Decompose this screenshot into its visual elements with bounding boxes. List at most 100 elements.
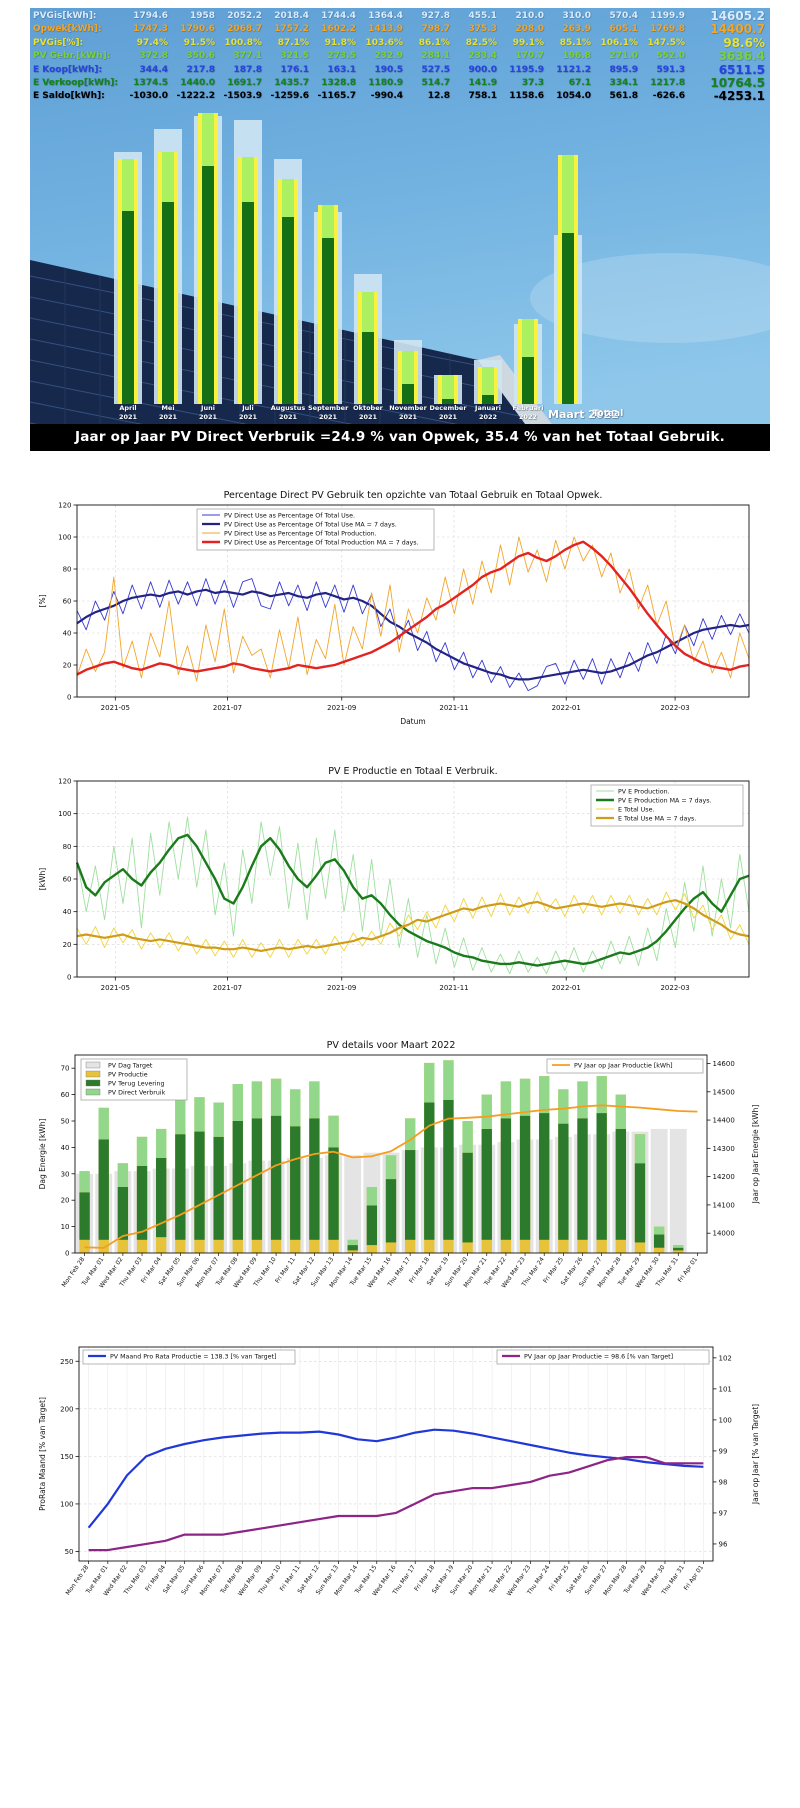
month-bar-group xyxy=(348,104,388,404)
y2-tick-label: 101 xyxy=(719,1385,732,1393)
terug-bar xyxy=(117,1187,129,1240)
terug-bar xyxy=(290,1126,301,1240)
y2-tick-label: 100 xyxy=(719,1416,732,1424)
y-tick-label: 60 xyxy=(63,598,72,606)
month-label: Oktober 2021 xyxy=(353,404,383,421)
summary-cell: -1259.6 xyxy=(270,91,309,102)
x-tick-label: 2021-11 xyxy=(439,984,468,992)
summary-cell: 271.0 xyxy=(609,51,638,62)
direct-bar xyxy=(558,1089,569,1124)
summary-cell: 455.1 xyxy=(468,11,497,21)
direct-bar xyxy=(500,1081,512,1119)
y-tick-label: 10 xyxy=(61,1223,70,1231)
y-tick-label: 100 xyxy=(58,810,71,818)
terug-bar xyxy=(558,1123,569,1240)
verkoop-bar xyxy=(322,238,334,404)
summary-cell: 190.5 xyxy=(374,64,403,75)
verkoop-bar xyxy=(162,201,174,404)
month-bar-group xyxy=(188,104,228,404)
month-label: April 2021 xyxy=(118,404,138,421)
month-label: Juni 2021 xyxy=(198,404,218,421)
production-chart-svg: PV E Productie en Totaal E Verbruik. 0 20 4… xyxy=(38,766,750,992)
terug-bar xyxy=(385,1179,397,1243)
terug-bar xyxy=(309,1118,320,1240)
monthly-summary-table: PVGis[kWh]: 1794.6 1958 2052.2 2018.4 1744.4 1… xyxy=(30,9,770,104)
summary-row-4: E Koop[kWh]: 344.4 217.8 187.8 176.1 163.1 190… xyxy=(30,63,770,77)
terug-bar xyxy=(577,1118,588,1240)
month-label: Juli 2021 xyxy=(238,404,258,421)
summary-cell: 1328.8 xyxy=(321,77,356,88)
gebr-bar xyxy=(122,158,134,211)
y-axis-label: [%] xyxy=(38,594,47,607)
y-tick-label: 0 xyxy=(65,1250,69,1258)
summary-total: 10764.5 xyxy=(710,75,765,90)
month-label: Mei 2021 xyxy=(158,404,178,421)
series-line xyxy=(84,1104,698,1249)
y-tick-label: 120 xyxy=(58,502,71,510)
summary-cell: 1769.8 xyxy=(650,24,685,35)
legend-swatch xyxy=(85,1061,101,1069)
legend-label: PV Maand Pro Rata Productie = 138.3 [% v… xyxy=(110,1354,276,1361)
direct-bar xyxy=(194,1097,205,1132)
summary-cell: 1180.9 xyxy=(368,77,403,88)
summary-cell: 147.5% xyxy=(647,37,686,48)
summary-cell: 1757.2 xyxy=(274,24,309,35)
series-line xyxy=(76,536,750,682)
summary-row-label: PVGis[kWh]: xyxy=(33,11,97,21)
x-tick-label: 2021-09 xyxy=(327,984,356,992)
verkoop-bar xyxy=(402,384,414,404)
verkoop-bar xyxy=(562,232,574,404)
caption-text: Jaar op Jaar PV Direct Verbruik =24.9 % … xyxy=(75,429,725,445)
direct-bar xyxy=(366,1187,378,1206)
x-tick-label: 2022-03 xyxy=(660,984,689,992)
summary-cell: 217.8 xyxy=(186,64,215,75)
legend-label: E Total Use MA = 7 days. xyxy=(618,816,696,823)
summary-cell: 375.3 xyxy=(468,24,497,35)
summary-total: -4253.1 xyxy=(713,89,765,104)
month-bar-group xyxy=(308,104,348,404)
direct-bar xyxy=(385,1155,397,1180)
gebr-bar xyxy=(322,205,334,239)
summary-cell: 344.4 xyxy=(139,64,168,75)
gebr-bar xyxy=(562,155,574,233)
chart-title: PV E Productie en Totaal E Verbruik. xyxy=(328,766,497,777)
terug-bar xyxy=(98,1139,109,1240)
legend-label: PV Direct Use as Percentage Of Total Pro… xyxy=(224,531,377,538)
month-bar-group xyxy=(468,104,508,404)
summary-cell: 37.3 xyxy=(521,77,544,88)
summary-total: 14605.2 xyxy=(710,9,765,23)
summary-cell: -1503.9 xyxy=(223,91,262,102)
terug-bar xyxy=(251,1118,263,1240)
y2-tick-label: 14000 xyxy=(713,1230,735,1238)
y2-axis-label: Jaar op Jaar [% van Target] xyxy=(751,1404,760,1505)
y2-tick-label: 14200 xyxy=(713,1173,735,1181)
summary-row-label: PVGis[%]: xyxy=(33,37,84,48)
direct-bar xyxy=(539,1076,550,1114)
direct-bar xyxy=(424,1062,435,1103)
percentage-chart-svg: Percentage Direct PV Gebruik ten opzicht… xyxy=(38,490,750,726)
summary-cell: 377.1 xyxy=(233,51,262,62)
legend-label: PV Direct Use as Percentage Of Total Use… xyxy=(224,522,397,529)
summary-cell: 1747.3 xyxy=(133,24,168,35)
x-day-label: Fri Apr 01 xyxy=(677,1256,699,1284)
monthly-bars xyxy=(108,104,588,404)
summary-cell: 1121.2 xyxy=(556,64,591,75)
summary-cell: 514.7 xyxy=(421,77,450,88)
terug-bar xyxy=(79,1192,90,1240)
terug-bar xyxy=(136,1165,148,1240)
direct-bar xyxy=(98,1107,109,1140)
direct-bar xyxy=(634,1134,646,1164)
gebr-bar xyxy=(442,374,454,399)
summary-cell: 85.1% xyxy=(559,37,591,48)
verkoop-bar xyxy=(122,210,134,404)
y-tick-label: 70 xyxy=(61,1065,70,1073)
summary-cell: -1165.7 xyxy=(317,91,356,102)
cloud xyxy=(530,253,770,343)
summary-cell: 1440.0 xyxy=(180,77,215,88)
terug-bar xyxy=(213,1136,224,1240)
plot-frame xyxy=(74,1054,708,1254)
summary-cell: 350.6 xyxy=(186,51,215,62)
series-line xyxy=(76,899,750,952)
legend-swatch xyxy=(85,1088,101,1096)
summary-row-3: PV Gebr.[kWh]: 372.8 350.6 377.1 321.5 273.5 2… xyxy=(30,49,770,63)
